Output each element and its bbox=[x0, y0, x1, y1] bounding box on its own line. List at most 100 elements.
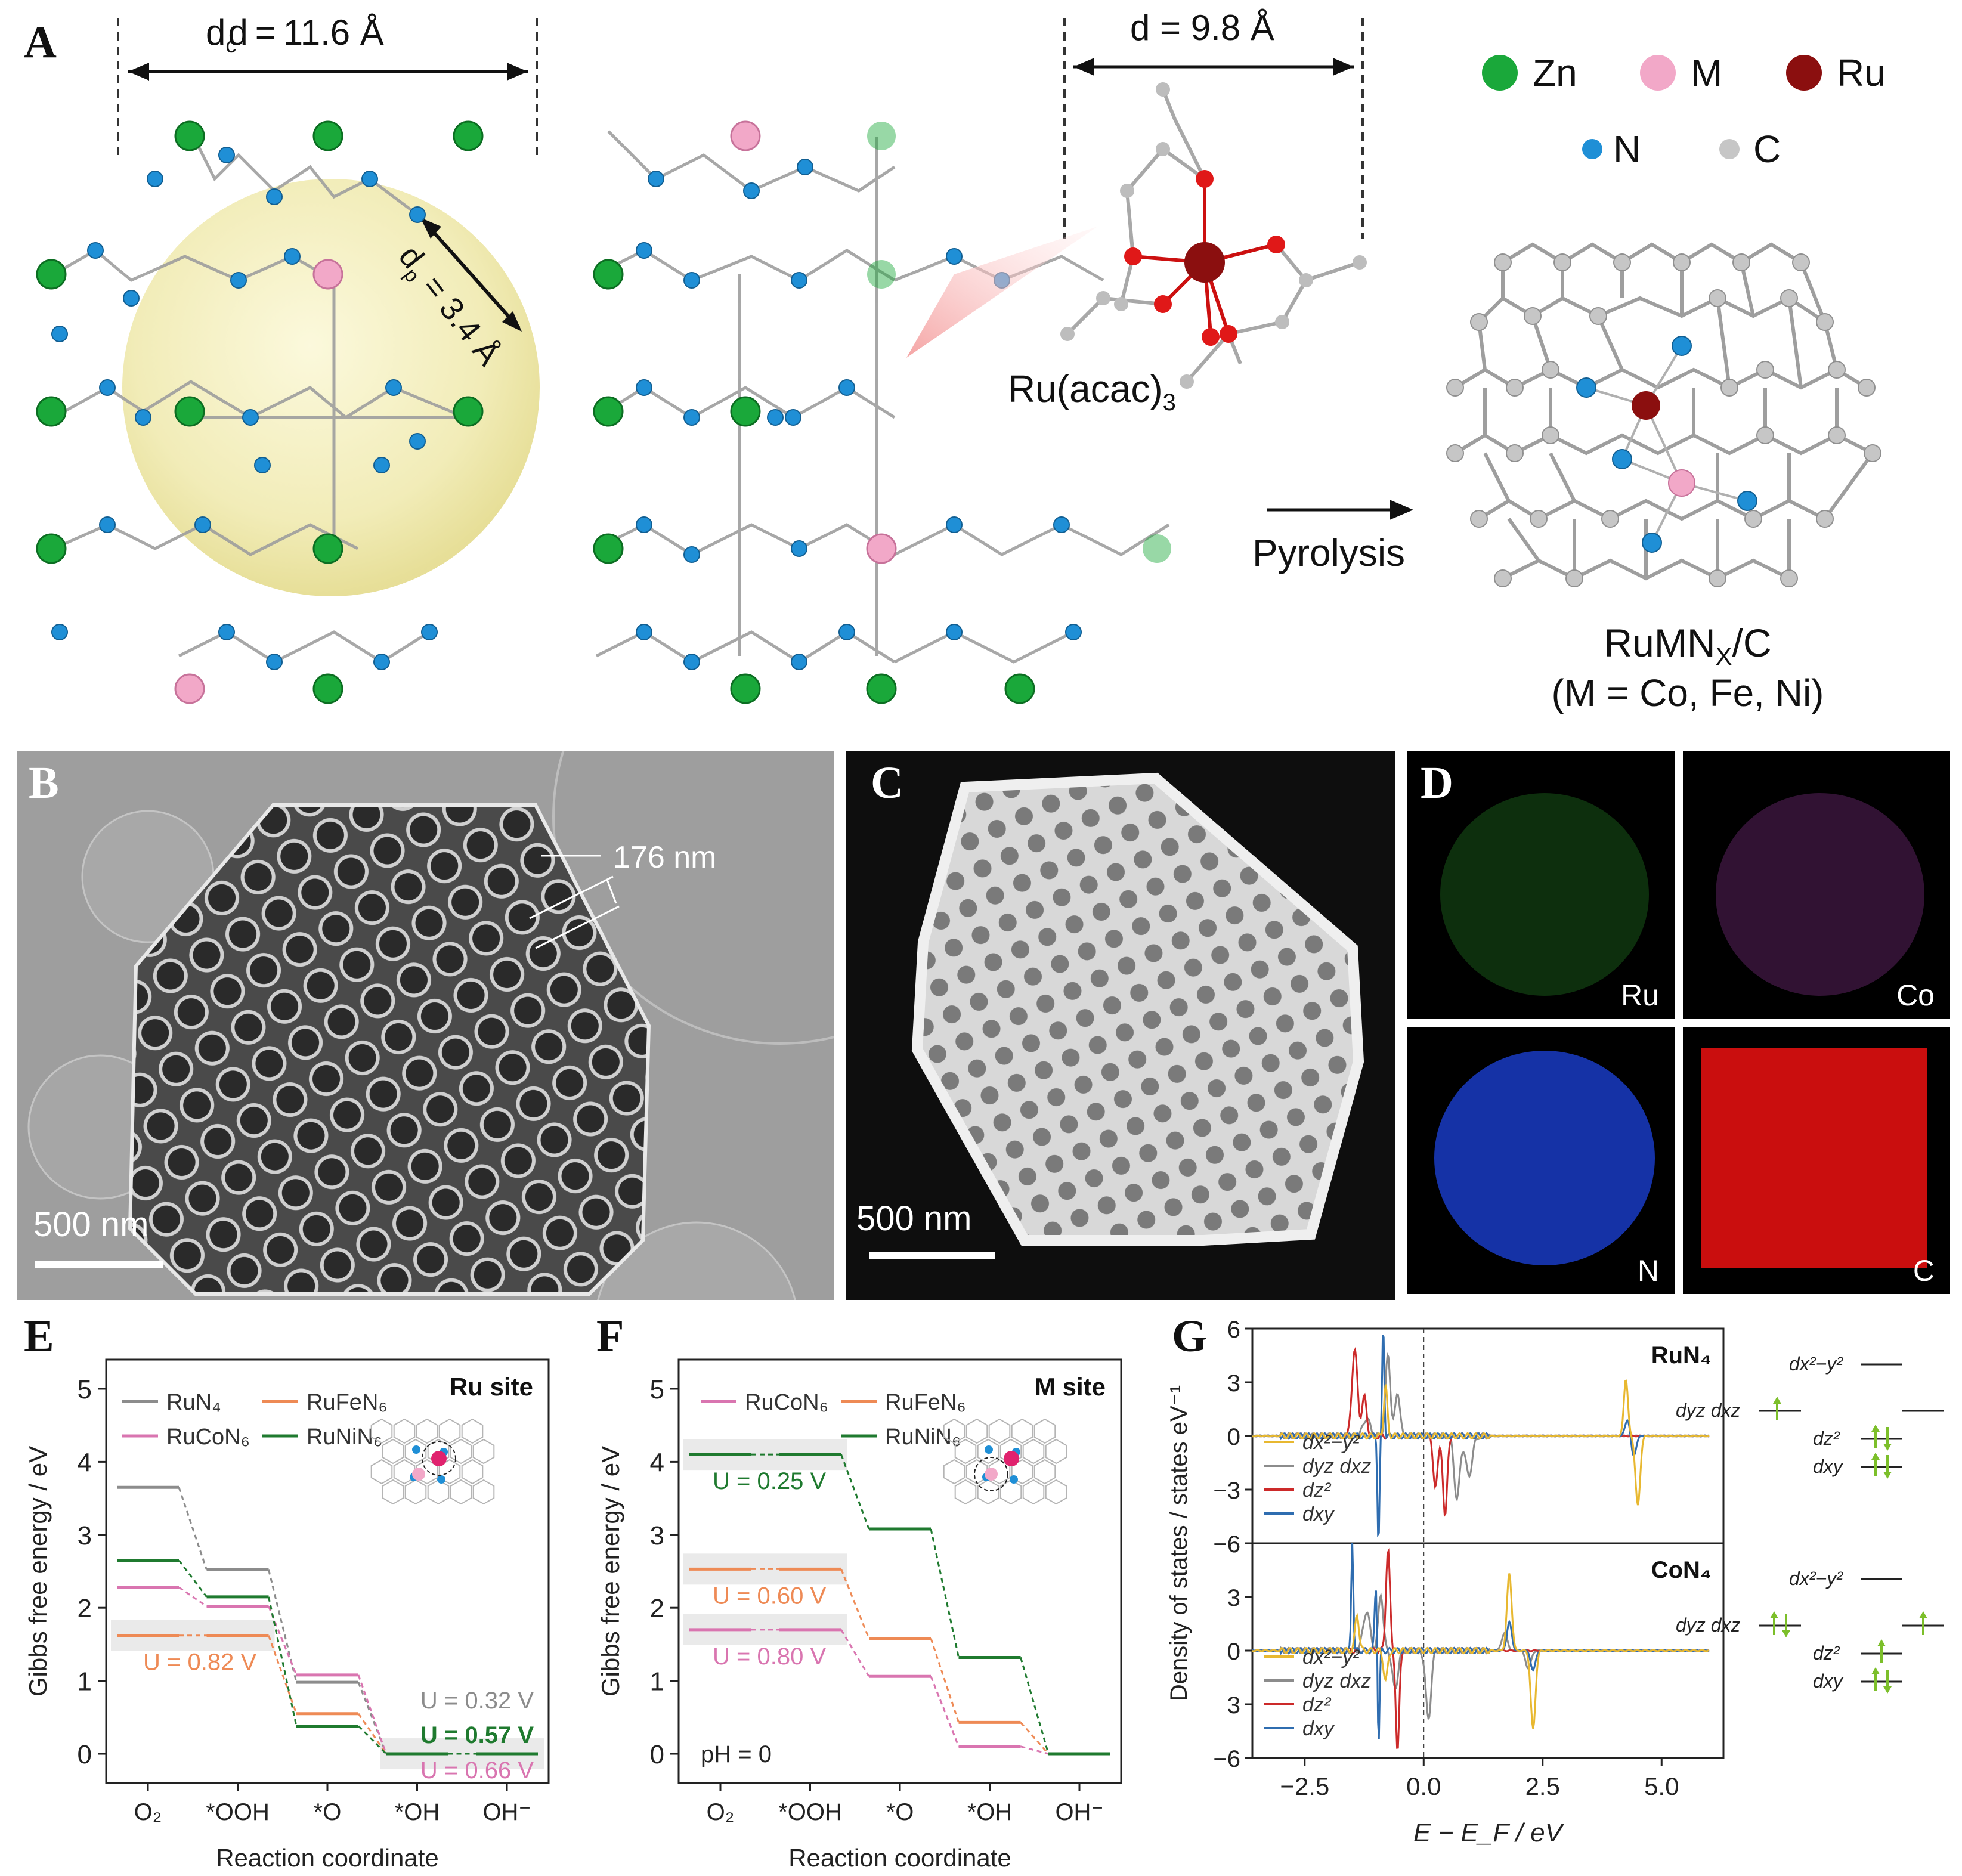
d-label: d = 9.8 Å bbox=[1130, 8, 1274, 48]
chart-e-annotation: U = 0.66 V bbox=[420, 1757, 534, 1784]
chart-e-inset-n bbox=[437, 1475, 445, 1484]
product-text: RuMN bbox=[1604, 621, 1716, 665]
dc-sub: c bbox=[225, 33, 237, 57]
chart-e-inset-structure bbox=[370, 1418, 495, 1505]
chart-g-1-spin-up-head bbox=[1877, 1639, 1886, 1646]
chart-e-connector-3-1 bbox=[268, 1596, 298, 1726]
chart-e-connector-1-0 bbox=[178, 1586, 208, 1607]
chart-g-1-ytick-label: −6 bbox=[1213, 1746, 1240, 1772]
chart-e-inset-ring bbox=[416, 1418, 438, 1444]
panel-g-label: G bbox=[1172, 1311, 1208, 1361]
chart-e-inset-ring bbox=[438, 1418, 461, 1444]
chart-e-ytick-label: 4 bbox=[78, 1448, 92, 1477]
chart-e-connector-0-2 bbox=[357, 1682, 387, 1754]
chart-e-title: Ru site bbox=[450, 1373, 533, 1401]
chart-e-inset-ring bbox=[461, 1418, 484, 1444]
chart-g-0-ytick-label: 0 bbox=[1227, 1424, 1240, 1450]
eds-label-n: N bbox=[1637, 1254, 1659, 1287]
chart-f-inset-m bbox=[985, 1468, 998, 1481]
panel-a-graphic bbox=[36, 18, 1881, 704]
chart-e-connector-0-0 bbox=[178, 1487, 208, 1571]
chart-e-legend-label: RuN₄ bbox=[166, 1390, 221, 1415]
chart-f-inset-ru bbox=[1004, 1451, 1019, 1466]
atom-legend: Zn M Ru N C bbox=[1473, 48, 1950, 179]
eds-label-c: C bbox=[1913, 1254, 1935, 1287]
chart-g-1-spin-up-head bbox=[1919, 1611, 1927, 1618]
chart-f-inset-ring bbox=[965, 1418, 988, 1444]
chart-e-xlabel: Reaction coordinate bbox=[216, 1844, 439, 1872]
chart-g-0-ytick-label: 3 bbox=[1227, 1370, 1240, 1397]
chart-g-0-title: RuN₄ bbox=[1651, 1342, 1712, 1369]
chart-e-legend-label: RuCoN₆ bbox=[166, 1425, 250, 1450]
product-sub: X bbox=[1715, 642, 1732, 671]
panel-f-chart: 0 1 2 3 4 5 O₂ *OOH *O *OH OH⁻ Reaction coordinate G… bbox=[596, 1358, 1122, 1872]
dc-value: d = 11.6 Å bbox=[228, 13, 384, 52]
chart-g-0-spin-down-head bbox=[1883, 1472, 1892, 1479]
chart-e-ytick-label: 5 bbox=[78, 1375, 92, 1404]
eds-label-co: Co bbox=[1896, 979, 1935, 1012]
chart-f-inset-ring bbox=[999, 1479, 1022, 1505]
chart-e-ytick-label: 1 bbox=[78, 1667, 92, 1697]
chart-f-connector-2-3 bbox=[1020, 1657, 1050, 1754]
legend-ru: Ru bbox=[1837, 51, 1886, 94]
chart-f-connector-1-3 bbox=[1020, 1722, 1050, 1755]
chart-f-inset-n bbox=[985, 1445, 993, 1454]
chart-f-inset-ring bbox=[943, 1418, 965, 1444]
panel-c-stem-image: C 500 nm bbox=[846, 751, 1395, 1300]
chart-f-inset-ring bbox=[954, 1479, 977, 1505]
chart-f-annotation: U = 0.60 V bbox=[713, 1583, 826, 1609]
legend-n: N bbox=[1613, 128, 1641, 171]
m-legend-swatch bbox=[1640, 55, 1676, 91]
chart-f-inset-focus bbox=[974, 1457, 1008, 1491]
chart-e-inset-ring bbox=[370, 1459, 393, 1485]
chart-e-legend-label: RuFeN₆ bbox=[307, 1390, 388, 1415]
chart-e-xtick-label: *OOH bbox=[206, 1799, 270, 1825]
chart-f-xtick-label: O₂ bbox=[707, 1799, 735, 1825]
chart-g-1-legend-label: dx²−y² bbox=[1302, 1646, 1360, 1668]
chart-g-1-orb-label: dz² bbox=[1813, 1642, 1840, 1664]
chart-g-1-ytick-label: 6 bbox=[1227, 1531, 1240, 1558]
chart-g-0-ytick-label: −3 bbox=[1213, 1478, 1240, 1504]
chart-f-connector-2-2 bbox=[930, 1528, 960, 1658]
chart-g-0-ytick-label: −6 bbox=[1213, 1531, 1240, 1558]
chart-g-0-orb-label: dyz dxz bbox=[1676, 1400, 1740, 1421]
chart-f-legend-label: RuNiN₆ bbox=[885, 1425, 961, 1450]
chart-e-annotation: U = 0.57 V bbox=[420, 1722, 534, 1748]
chart-f-annotation: U = 0.80 V bbox=[713, 1643, 826, 1670]
chart-e-xtick-label: *O bbox=[314, 1799, 342, 1825]
chart-g-0-legend-label: dxy bbox=[1302, 1503, 1335, 1525]
chart-e-legend-label: RuNiN₆ bbox=[307, 1425, 382, 1450]
chart-e-inset-ring bbox=[382, 1438, 404, 1465]
ru-legend-swatch bbox=[1786, 55, 1822, 91]
chart-f-inset-ring bbox=[943, 1459, 965, 1485]
chart-e-frame bbox=[105, 1358, 550, 1784]
chart-e-xtick-label: O₂ bbox=[134, 1799, 162, 1825]
chart-f-connector-0-2 bbox=[930, 1676, 960, 1747]
chart-g-0-orb-label: dxy bbox=[1813, 1456, 1844, 1477]
chart-g-1-spin-down-head bbox=[1782, 1630, 1790, 1637]
chart-f-inset-ring bbox=[988, 1418, 1011, 1444]
chart-g-1-ytick-label: 3 bbox=[1227, 1585, 1240, 1611]
panel-c-label: C bbox=[871, 758, 903, 808]
product-suffix: /C bbox=[1732, 621, 1772, 665]
zn-legend-swatch bbox=[1482, 55, 1518, 91]
chart-e-inset-ring bbox=[450, 1479, 472, 1505]
chart-f-inset-ring bbox=[1033, 1459, 1056, 1485]
precursor-text: Ru(acac) bbox=[1008, 367, 1163, 410]
panel-e-label: E bbox=[24, 1311, 54, 1361]
chart-g-ylabel: Density of states / states eV⁻¹ bbox=[1166, 1385, 1192, 1701]
chart-g-xtick-label: −2.5 bbox=[1280, 1772, 1329, 1800]
chart-e-annotation: U = 0.32 V bbox=[420, 1688, 534, 1714]
chart-e-xtick-label: OH⁻ bbox=[482, 1799, 531, 1825]
chart-g-1-title: CoN₄ bbox=[1651, 1557, 1712, 1583]
chart-f-connector-2-1 bbox=[840, 1454, 870, 1530]
chart-f-ytick-label: 3 bbox=[650, 1521, 664, 1550]
chart-g-0-dos-dx2y2 bbox=[1252, 1379, 1710, 1506]
chart-g-1-spin-up-head bbox=[1770, 1611, 1778, 1618]
chart-e-inset-ring bbox=[404, 1479, 427, 1505]
chart-e-inset-ru bbox=[431, 1451, 447, 1466]
chart-e-inset-ring bbox=[382, 1479, 404, 1505]
chart-g-xtick-label: 2.5 bbox=[1525, 1772, 1560, 1800]
panel-b-tem-image: B 176 nm 500 nm bbox=[17, 751, 834, 1300]
